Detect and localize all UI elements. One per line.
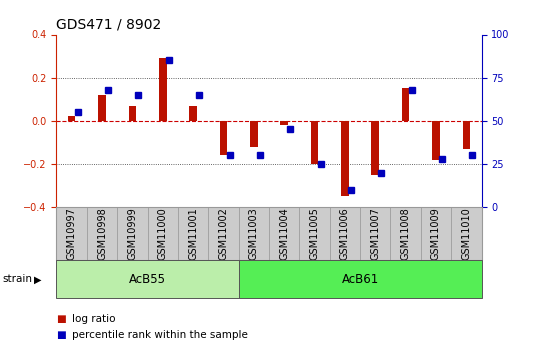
Bar [117,207,147,260]
Text: GSM11006: GSM11006 [340,207,350,260]
Bar [68,117,75,121]
Text: GSM11002: GSM11002 [218,207,229,260]
Bar [239,260,482,298]
Text: AcB61: AcB61 [342,273,379,286]
Bar [330,207,360,260]
Bar [371,121,379,175]
Bar [421,207,451,260]
Text: GSM11001: GSM11001 [188,207,198,260]
Text: strain: strain [3,275,33,284]
Bar [432,121,440,159]
Bar [391,207,421,260]
Text: GSM10997: GSM10997 [67,207,77,260]
Text: GSM11004: GSM11004 [279,207,289,260]
Bar [299,207,330,260]
Text: GSM11007: GSM11007 [370,207,380,260]
Bar [56,207,87,260]
Text: ▶: ▶ [34,275,41,284]
Bar [280,121,288,125]
Text: GSM11009: GSM11009 [431,207,441,260]
Bar [189,106,197,121]
Bar [98,95,106,121]
Text: ■: ■ [56,314,66,324]
Bar [269,207,299,260]
Text: GDS471 / 8902: GDS471 / 8902 [56,18,162,32]
Bar [178,207,208,260]
Text: GSM11008: GSM11008 [401,207,410,260]
Bar [402,88,409,121]
Bar [451,207,482,260]
Bar [220,121,227,155]
Text: ■: ■ [56,330,66,339]
Bar [239,207,269,260]
Text: AcB55: AcB55 [129,273,166,286]
Bar [463,121,470,149]
Bar [129,106,136,121]
Text: GSM10998: GSM10998 [97,207,107,260]
Text: percentile rank within the sample: percentile rank within the sample [72,330,247,339]
Bar [147,207,178,260]
Text: GSM11005: GSM11005 [309,207,320,260]
Bar [341,121,349,196]
Text: GSM11010: GSM11010 [461,207,471,260]
Text: log ratio: log ratio [72,314,115,324]
Bar [56,260,239,298]
Bar [311,121,318,164]
Text: GSM11003: GSM11003 [249,207,259,260]
Bar [159,58,167,121]
Bar [87,207,117,260]
Bar [208,207,239,260]
Text: GSM11000: GSM11000 [158,207,168,260]
Bar [250,121,258,147]
Text: GSM10999: GSM10999 [128,207,137,260]
Bar [360,207,391,260]
